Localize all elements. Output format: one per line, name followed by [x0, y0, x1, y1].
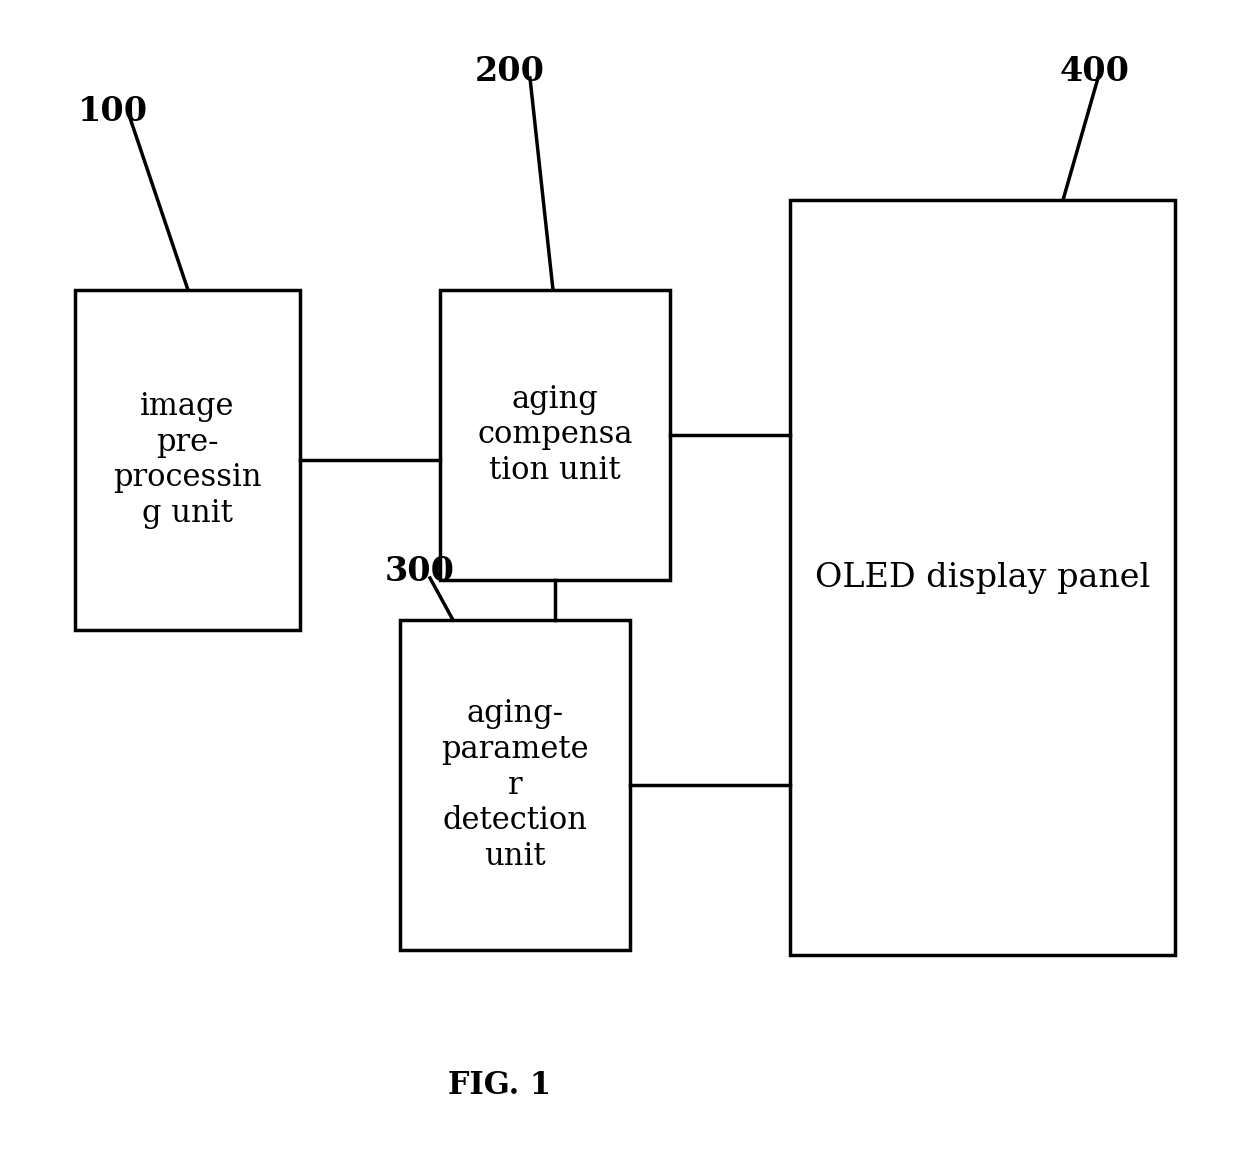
Text: FIG. 1: FIG. 1: [449, 1070, 552, 1100]
Bar: [790, 200, 1176, 955]
Text: aging-
paramete
r
detection
unit: aging- paramete r detection unit: [441, 698, 589, 872]
Text: 200: 200: [475, 54, 546, 88]
Text: aging
compensa
tion unit: aging compensa tion unit: [477, 383, 632, 486]
Text: OLED display panel: OLED display panel: [815, 562, 1151, 594]
Bar: [440, 290, 670, 580]
Text: 300: 300: [384, 555, 455, 588]
Text: 400: 400: [1060, 54, 1130, 88]
Bar: [401, 620, 630, 950]
Bar: [74, 290, 300, 630]
Text: 100: 100: [78, 95, 148, 129]
Text: image
pre-
processin
g unit: image pre- processin g unit: [113, 390, 262, 529]
